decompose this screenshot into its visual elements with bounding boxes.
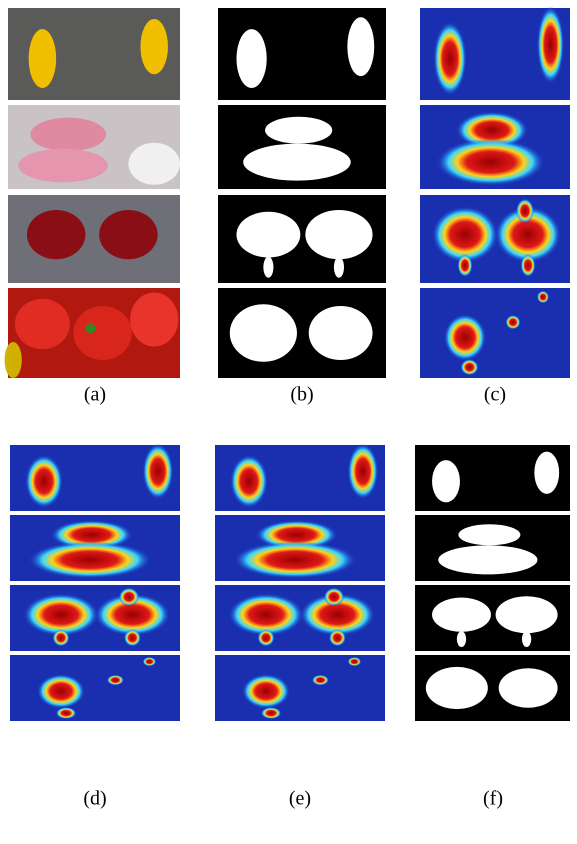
caption: (e)	[289, 788, 311, 810]
heat-region	[25, 455, 62, 508]
photo-object	[128, 143, 180, 185]
mask-region	[236, 29, 266, 88]
heat-region	[521, 254, 536, 277]
photo-object	[30, 118, 106, 152]
heat-region	[324, 588, 344, 606]
mask-region	[347, 17, 374, 76]
mask-region	[236, 212, 300, 258]
mask-region	[243, 144, 351, 181]
photo-object	[99, 210, 157, 259]
mask-region	[496, 596, 558, 633]
heat-region	[312, 675, 329, 686]
heat-region	[348, 444, 379, 499]
mask-region	[457, 631, 466, 647]
mask-region	[458, 524, 520, 545]
figure: (a) (b) (c) (d) (e) (f)	[0, 0, 577, 844]
mask-region	[334, 257, 344, 278]
mask-region	[309, 306, 373, 360]
heatmap	[215, 655, 385, 721]
heat-region	[37, 674, 85, 708]
mask-region	[534, 452, 559, 494]
mask-region	[263, 257, 273, 278]
heat-region	[537, 291, 549, 304]
heat-region	[458, 254, 473, 277]
heat-region	[329, 629, 346, 646]
mask-region	[265, 117, 332, 144]
mask-region	[426, 667, 488, 709]
photo-object	[5, 342, 22, 378]
photo-object	[29, 29, 57, 88]
heat-region	[461, 359, 479, 375]
heat-region	[444, 314, 486, 361]
heat-region	[230, 455, 267, 508]
heat-region	[537, 6, 564, 83]
heat-region	[29, 541, 151, 578]
photo-object	[85, 324, 95, 333]
caption: (f)	[483, 788, 503, 810]
photo-object	[18, 149, 107, 183]
mask-region	[432, 598, 491, 632]
mask-region	[499, 668, 558, 708]
caption: (b)	[290, 384, 313, 406]
photo-object	[73, 306, 131, 360]
heat-region	[119, 588, 139, 606]
photo-object	[15, 299, 70, 349]
photo-object	[27, 210, 85, 259]
heat-region	[124, 629, 141, 646]
heat-region	[506, 315, 521, 329]
heat-region	[53, 629, 70, 646]
heat-region	[143, 657, 157, 666]
caption: (a)	[84, 384, 106, 406]
mask-region	[432, 460, 460, 502]
mask-region	[522, 631, 531, 647]
photo-object	[130, 293, 178, 347]
heat-region	[348, 657, 362, 666]
heat-region	[258, 629, 275, 646]
caption: (c)	[484, 384, 506, 406]
caption: (d)	[83, 788, 106, 810]
photo-object	[140, 19, 168, 74]
mask-region	[230, 304, 297, 362]
heat-region	[56, 707, 76, 719]
heat-region	[516, 199, 534, 224]
heat-region	[434, 22, 467, 96]
heat-region	[261, 707, 281, 719]
heat-region	[107, 675, 124, 686]
heat-region	[437, 139, 545, 186]
heat-region	[234, 541, 356, 578]
heatmap	[420, 288, 570, 378]
heat-region	[242, 674, 290, 708]
mask-region	[438, 545, 537, 574]
mask-region	[305, 210, 372, 259]
heat-region	[143, 444, 174, 499]
heatmap	[10, 655, 180, 721]
